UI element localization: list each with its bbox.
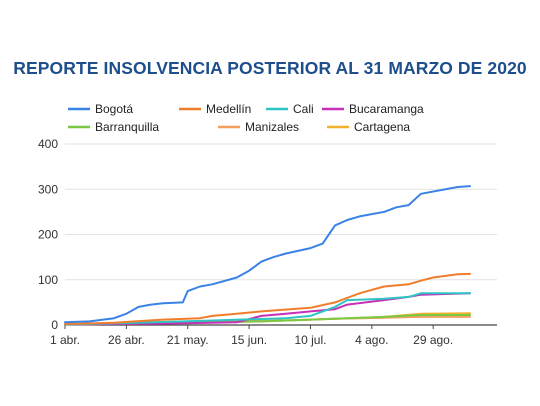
- y-tick-label: 0: [51, 318, 58, 332]
- series-line-medell-n: [64, 272, 471, 326]
- x-tick-label: 21 may.: [167, 333, 209, 347]
- y-tick-label: 400: [38, 137, 58, 151]
- legend-label: Bogotá: [95, 102, 133, 116]
- y-tick-label: 100: [38, 273, 58, 287]
- legend-label: Bucaramanga: [349, 102, 424, 116]
- y-axis-ticks: 0 100 200 300 400: [38, 137, 58, 332]
- legend-label: Barranquilla: [95, 120, 159, 134]
- x-tick-label: 26 abr.: [108, 333, 145, 347]
- x-tick-label: 1 abr.: [50, 333, 80, 347]
- legend-label: Cali: [293, 102, 314, 116]
- legend-label: Medellín: [206, 102, 251, 116]
- series-line-cali: [64, 292, 471, 326]
- series-lines: [64, 185, 471, 326]
- legend-label: Manizales: [245, 120, 299, 134]
- x-tick-label: 29 ago.: [413, 333, 453, 347]
- y-tick-label: 200: [38, 228, 58, 242]
- chart-title: REPORTE INSOLVENCIA POSTERIOR AL 31 MARZ…: [13, 58, 527, 78]
- x-tick-label: 15 jun.: [231, 333, 267, 347]
- grid-lines: [65, 143, 497, 326]
- x-axis-ticks: 1 abr. 26 abr. 21 may. 15 jun. 10 jul. 4 ago.…: [50, 325, 453, 347]
- series-line-bogot-: [64, 185, 471, 324]
- x-tick-label: 10 jul.: [294, 333, 326, 347]
- x-tick-label: 4 ago.: [355, 333, 388, 347]
- y-tick-label: 300: [38, 182, 58, 196]
- legend: Bogotá Medellín Cali Bucaramanga Barranquill…: [68, 102, 424, 134]
- legend-label: Cartagena: [354, 120, 410, 134]
